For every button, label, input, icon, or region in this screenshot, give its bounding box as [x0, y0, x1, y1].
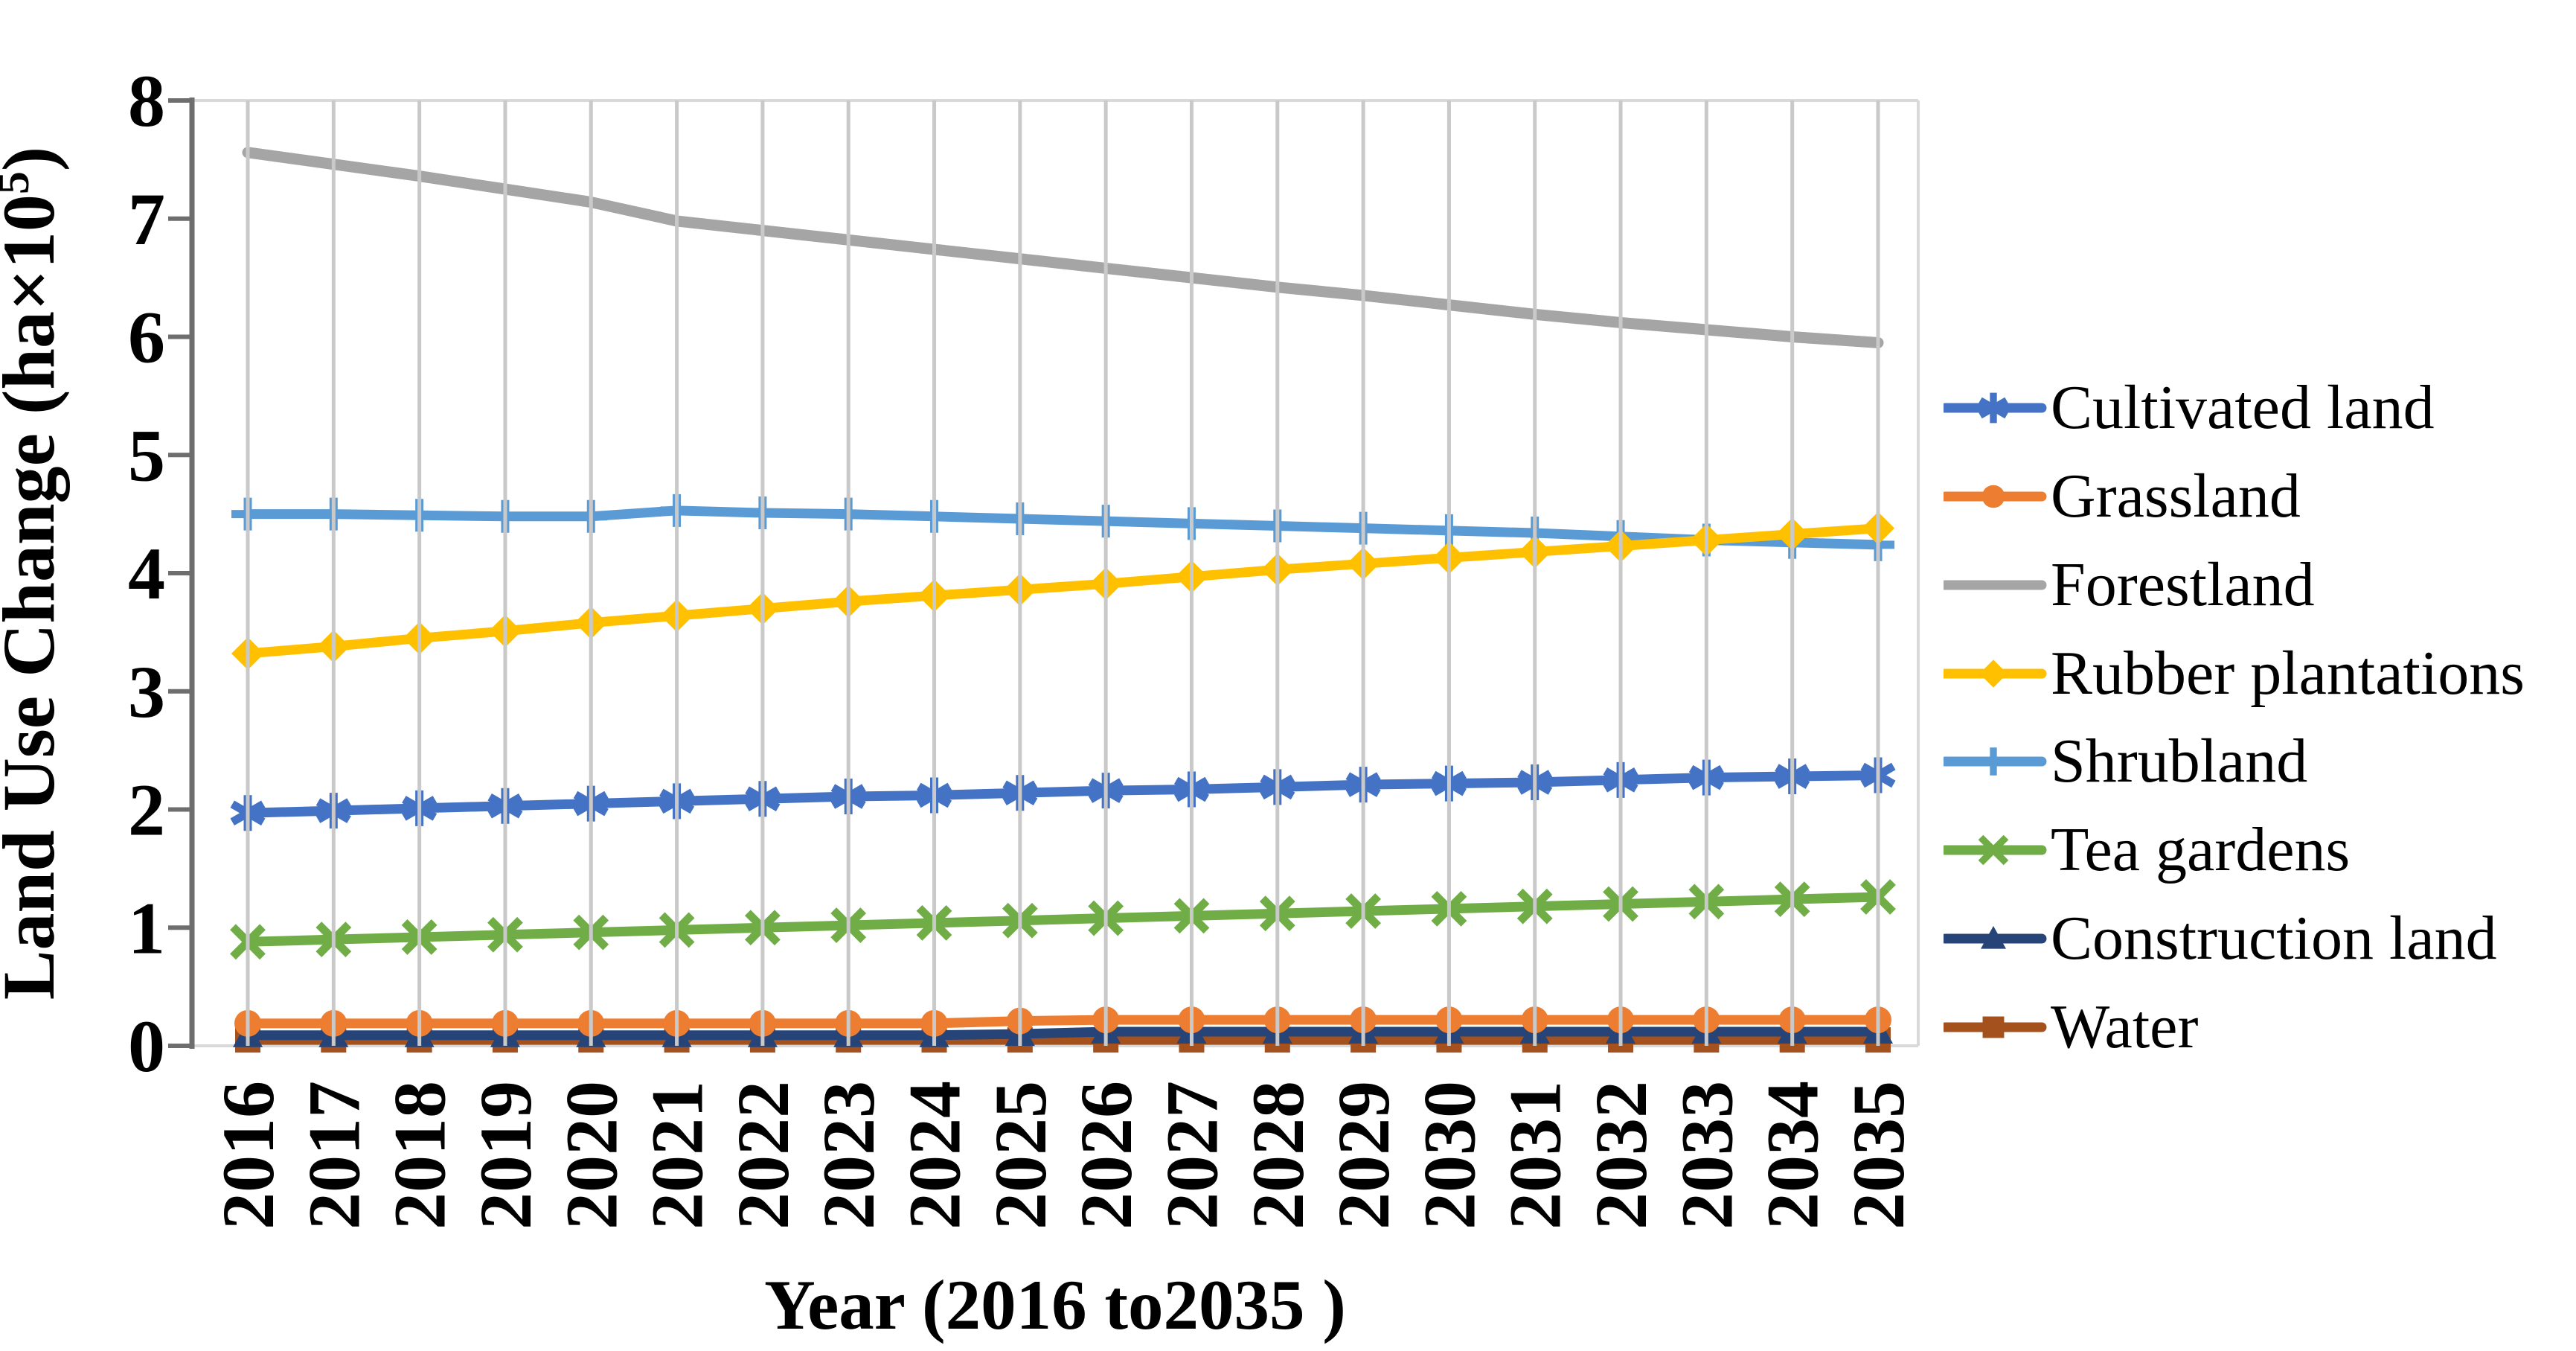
y-axis — [168, 98, 195, 1049]
x-tick-labels: 2016 2017 2018 2019 2020 2021 2022 2023 2024 2025… — [207, 1081, 1920, 1230]
plot-gridlines — [246, 100, 1880, 1046]
x-tick-label: 2032 — [1580, 1081, 1662, 1230]
legend-label: Cultivated land — [2051, 373, 2435, 442]
x-tick-label: 2016 — [207, 1081, 289, 1230]
y-tick-label: 1 — [128, 887, 165, 969]
x-tick-label: 2028 — [1237, 1081, 1319, 1230]
y-tick-label: 7 — [128, 178, 165, 261]
series-tea-gardens — [230, 879, 1896, 960]
marker-diamond — [1979, 659, 2008, 688]
x-tick-label: 2024 — [894, 1081, 976, 1230]
marker-triangle — [1981, 926, 2006, 949]
x-tick-label: 2029 — [1322, 1081, 1405, 1230]
legend-item-water: Water — [1944, 990, 2573, 1064]
legend-label: Forestland — [2051, 549, 2315, 619]
legend-label: Rubber plantations — [2051, 638, 2525, 708]
legend-item-construction-land: Construction land — [1944, 901, 2573, 976]
series-shrubland — [231, 494, 1894, 561]
legend-key-shrubland — [1944, 747, 2047, 776]
x-tick-label: 2027 — [1150, 1081, 1233, 1230]
chart-legend: Cultivated land Grassland Forestland Rubber… — [1944, 371, 2573, 1064]
marker-x — [1978, 834, 2009, 866]
legend-key-rubber-plantations — [1944, 659, 2047, 688]
legend-item-tea-gardens: Tea gardens — [1944, 813, 2573, 887]
marker-square — [1982, 1016, 2005, 1038]
y-tick-label: 2 — [128, 769, 165, 852]
y-tick-label: 3 — [128, 651, 165, 733]
marker-plus — [1979, 747, 2008, 776]
y-tick-label: 6 — [128, 296, 165, 379]
x-tick-label: 2034 — [1752, 1081, 1834, 1230]
legend-key-forestland — [1944, 580, 2047, 590]
x-tick-label: 2033 — [1665, 1081, 1748, 1230]
series-grassland — [234, 1006, 1891, 1037]
marker-asterisk — [1978, 392, 2009, 424]
y-axis-title: Land Use Change (ha×105) — [0, 147, 70, 1000]
series-forestland — [242, 147, 1884, 348]
x-tick-label: 2031 — [1494, 1081, 1577, 1230]
x-tick-label: 2022 — [722, 1081, 804, 1230]
x-tick-label: 2021 — [636, 1081, 719, 1230]
legend-key-water — [1944, 1016, 2047, 1038]
legend-item-shrubland: Shrubland — [1944, 724, 2573, 799]
marker-circle — [1981, 485, 2005, 508]
legend-label: Shrubland — [2051, 726, 2308, 796]
legend-item-grassland: Grassland — [1944, 459, 2573, 534]
legend-key-tea-gardens — [1944, 834, 2047, 866]
x-axis-title: Year (2016 to2035 ) — [764, 1265, 1346, 1344]
x-tick-label: 2017 — [292, 1081, 375, 1230]
legend-item-forestland: Forestland — [1944, 548, 2573, 622]
x-tick-label: 2020 — [550, 1081, 632, 1230]
y-tick-label: 4 — [128, 532, 165, 615]
y-tick-label: 5 — [128, 414, 165, 496]
x-tick-label: 2018 — [379, 1081, 461, 1230]
legend-key-construction-land — [1944, 926, 2047, 949]
x-tick-label: 2023 — [807, 1081, 890, 1230]
legend-item-cultivated-land: Cultivated land — [1944, 371, 2573, 445]
legend-label: Water — [2051, 991, 2199, 1061]
legend-item-rubber-plantations: Rubber plantations — [1944, 636, 2573, 711]
series-rubber-plantations — [231, 511, 1894, 670]
x-tick-label: 2026 — [1065, 1081, 1147, 1230]
legend-key-cultivated-land — [1944, 392, 2047, 424]
x-tick-label: 2035 — [1837, 1081, 1920, 1230]
series-cultivated-land — [230, 757, 1896, 831]
x-tick-label: 2025 — [979, 1081, 1062, 1230]
y-tick-label: 8 — [128, 60, 165, 142]
x-tick-label: 2019 — [464, 1081, 547, 1230]
y-tick-labels: 0 1 2 3 4 5 6 7 8 — [128, 60, 165, 1087]
x-tick-label: 2030 — [1408, 1081, 1490, 1230]
legend-label: Construction land — [2051, 904, 2497, 974]
y-tick-label: 0 — [128, 1005, 165, 1087]
legend-label: Tea gardens — [2051, 815, 2351, 885]
legend-label: Grassland — [2051, 461, 2301, 531]
legend-key-grassland — [1944, 485, 2047, 508]
